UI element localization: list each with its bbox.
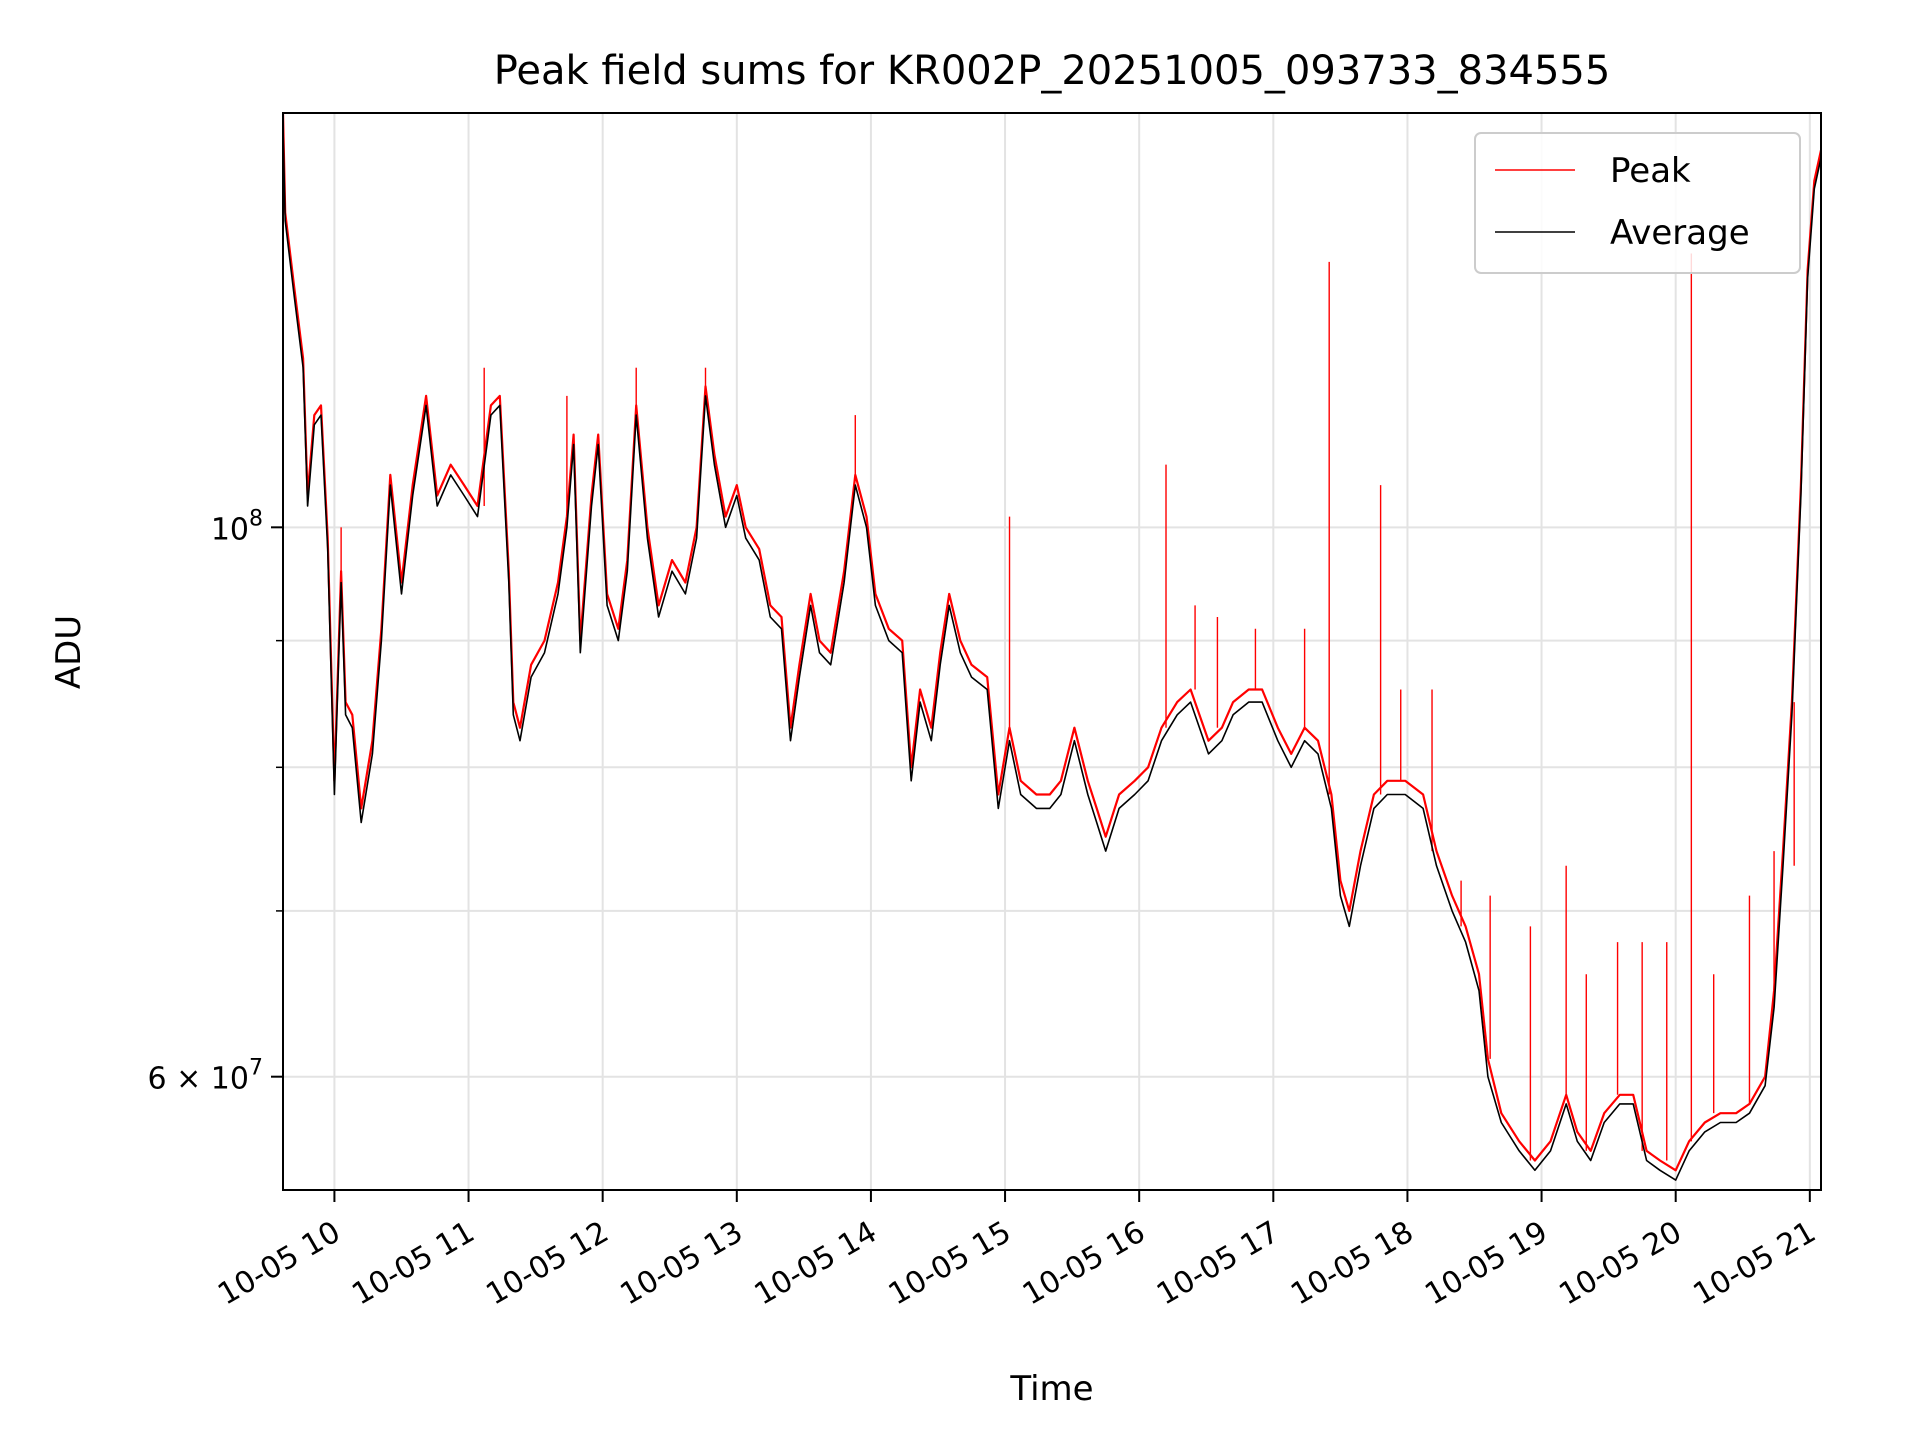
legend-label-peak: Peak: [1610, 151, 1691, 191]
series-average: [283, 127, 1821, 1181]
legend: Peak Average: [1474, 132, 1801, 274]
grid-lines: [283, 113, 1821, 1190]
plot-frame: [282, 112, 1822, 1191]
y-axis-label: ADU: [49, 615, 89, 689]
series-layer: [283, 113, 1821, 1181]
x-axis-label: Time: [1009, 1369, 1093, 1409]
series-peak: [283, 113, 1821, 1172]
y-axis-ticks: 108 6 × 107: [148, 506, 283, 1097]
legend-box: [1474, 132, 1801, 274]
y-tick-label: 108: [211, 506, 263, 547]
y-tick-label: 6 × 107: [148, 1056, 263, 1097]
legend-label-average: Average: [1610, 213, 1750, 253]
series-line-average: [283, 127, 1821, 1181]
chart-title: Peak field sums for KR002P_20251005_0937…: [494, 48, 1611, 94]
